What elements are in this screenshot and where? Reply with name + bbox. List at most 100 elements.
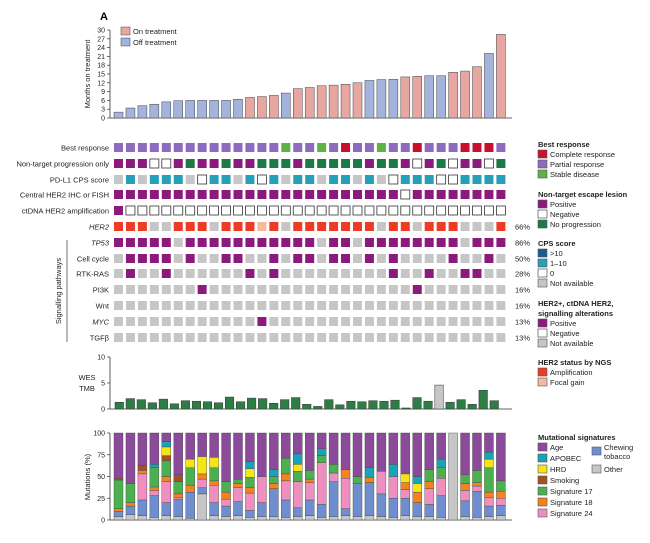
clinical-row-cell [281, 190, 291, 199]
genomic-row-cell [185, 222, 195, 231]
genomic-row-cell [269, 254, 279, 263]
clinical-row-cell [185, 190, 195, 199]
clinical-row-cell [388, 205, 399, 216]
legend-item-label: Chewing [604, 443, 633, 452]
genomic-row-cell [496, 317, 506, 326]
clinical-row-cell [161, 190, 171, 199]
clinical-row-cell [496, 159, 506, 168]
tmb-bar [214, 402, 224, 410]
signature-bar-segment [161, 481, 172, 503]
genomic-row-cell [317, 333, 327, 342]
clinical-row-cell [329, 143, 339, 152]
genomic-row-cell [197, 254, 207, 263]
clinical-row-cell [484, 205, 494, 216]
genomic-row-cell [269, 222, 279, 231]
genomic-row-cell [233, 285, 243, 294]
genomic-row-cell [125, 254, 135, 263]
months-bar [388, 79, 399, 119]
genomic-row-cell [209, 285, 219, 294]
genomic-row-cell [257, 301, 267, 310]
signature-bar-segment [125, 432, 136, 484]
genomic-row-cell [376, 222, 386, 231]
genomic-row-cell [484, 269, 494, 278]
tmb-bar [280, 399, 290, 410]
signature-bar-segment [257, 516, 267, 521]
signature-bar-segment [185, 467, 195, 486]
clinical-row-cell [352, 205, 363, 216]
clinical-row-cell [484, 158, 494, 169]
months-legend-swatch [120, 37, 131, 47]
signature-bar-segment [436, 432, 446, 460]
genomic-row-cell [412, 285, 422, 294]
tmb-bar [191, 400, 201, 410]
signature-bar-segment [460, 432, 470, 475]
clinical-row-cell [388, 159, 398, 168]
clinical-row-cell [329, 159, 339, 168]
clinical-row-cell [341, 175, 351, 184]
months-bar [161, 101, 172, 119]
months-y-tick-label: 30 [97, 28, 105, 35]
clinical-row-cell [496, 143, 506, 152]
signature-bar-segment [197, 478, 207, 489]
signature-bar-segment [257, 502, 267, 517]
genomic-row-cell [460, 238, 470, 247]
signature-bar-segment [352, 483, 363, 517]
legend-swatch [537, 258, 548, 268]
genomic-row-cell [353, 222, 362, 231]
signature-bar-segment [460, 483, 470, 491]
genomic-row-cell [209, 222, 219, 231]
legend-item-label: Not available [550, 279, 593, 288]
genomic-row-percent: 66% [515, 223, 530, 232]
clinical-row-cell [209, 205, 220, 216]
signature-bar-segment [161, 515, 172, 521]
genomic-row-cell [293, 254, 303, 263]
genomic-row-cell [245, 333, 255, 342]
signature-bar-segment [388, 476, 399, 499]
legend-swatch [537, 248, 548, 258]
tmb-y-tick-label: 5 [101, 381, 105, 388]
genomic-row-cell [472, 333, 482, 342]
months-legend-label: Off treatment [133, 38, 178, 47]
signature-bar-segment [316, 517, 327, 521]
legend-swatch [537, 475, 548, 485]
genomic-row-cell [353, 301, 362, 310]
months-legend-label: On treatment [133, 27, 178, 36]
genomic-row-cell [412, 238, 422, 247]
genomic-row-cell [448, 269, 458, 278]
clinical-row-cell [114, 143, 123, 152]
clinical-row-cell [161, 205, 172, 216]
genomic-row-cell [221, 222, 231, 231]
genomic-row-cell [257, 333, 267, 342]
signature-bar-segment [364, 515, 375, 521]
signature-bar-segment [328, 516, 339, 521]
signature-bar-segment [340, 478, 351, 509]
genomic-row-cell [329, 238, 339, 247]
genomic-row-cell [149, 254, 159, 263]
legend-swatch [537, 367, 548, 377]
signature-bar-segment [412, 502, 422, 517]
clinical-row-cell [341, 190, 351, 199]
clinical-row-cell [257, 159, 267, 168]
tmb-bar [379, 400, 389, 410]
signature-bar-segment [328, 481, 339, 517]
genomic-row-cell [137, 301, 147, 310]
legend-item-label: Complete response [550, 150, 615, 159]
clinical-row-cell [353, 143, 362, 152]
genomic-row-cell [424, 285, 434, 294]
genomic-row-percent: 13% [515, 318, 530, 327]
genomic-row-cell [305, 254, 315, 263]
signature-bar-segment [328, 432, 339, 465]
genomic-row-cell [281, 254, 291, 263]
clinical-row-cell [125, 205, 136, 216]
clinical-row-cell [161, 175, 171, 184]
genomic-row-cell [221, 301, 231, 310]
clinical-row-cell [269, 159, 279, 168]
genomic-row-cell [185, 269, 195, 278]
signature-bar-segment [185, 518, 195, 521]
signature-bar-segment [221, 505, 231, 517]
signature-bar-segment [460, 516, 470, 521]
signature-bar-segment [364, 477, 375, 483]
genomic-row-cell [209, 333, 219, 342]
tmb-bar [147, 402, 157, 410]
genomic-row-cell [149, 317, 159, 326]
